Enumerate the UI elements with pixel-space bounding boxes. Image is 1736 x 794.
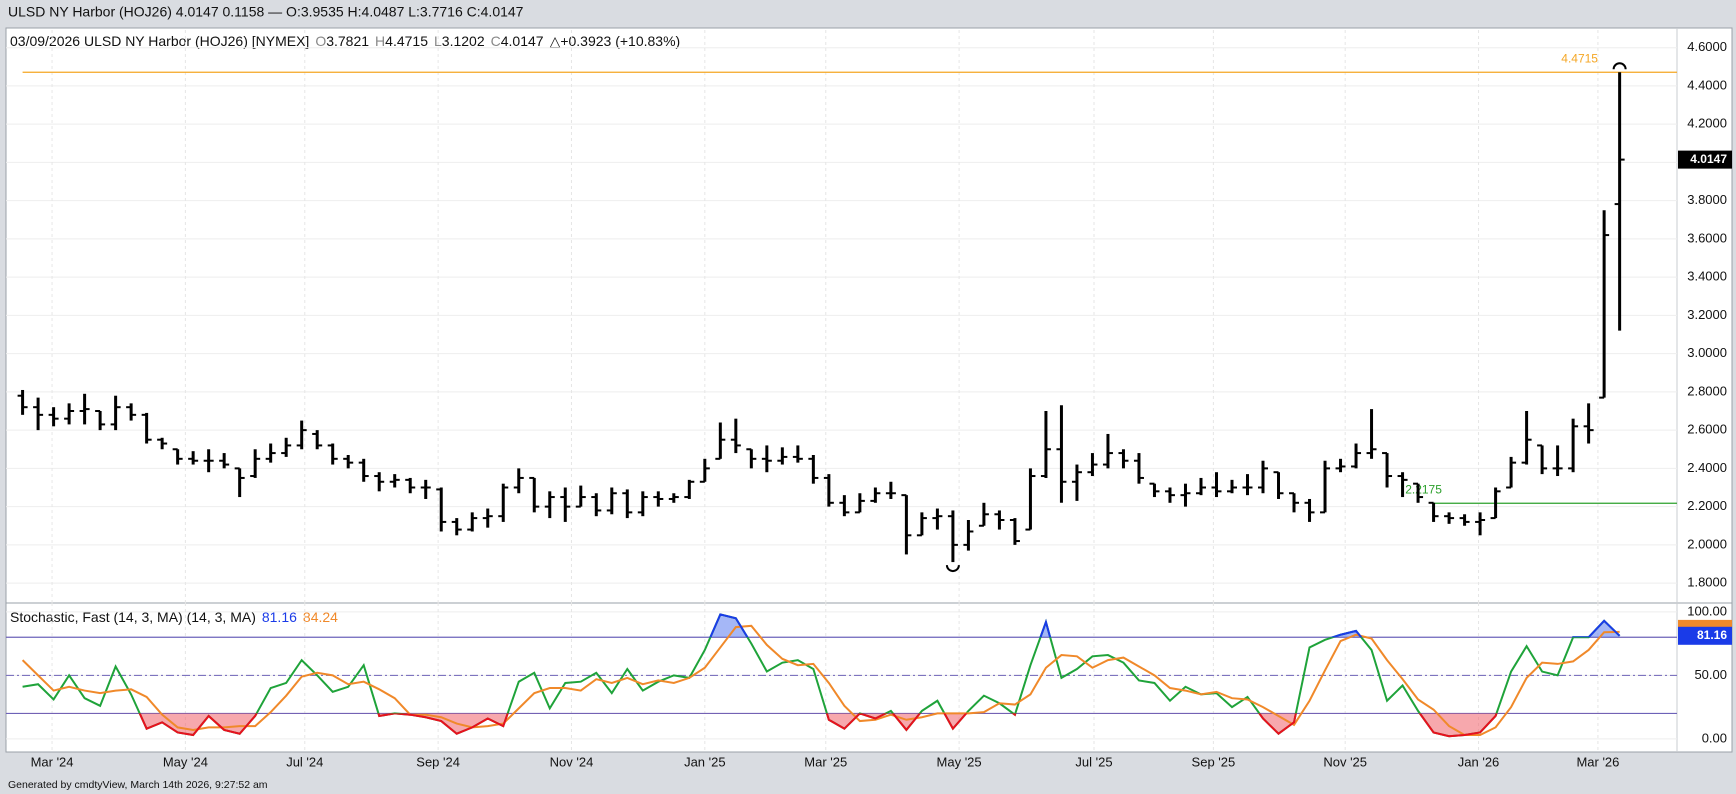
y-tick-label: 100.00 [1687, 603, 1727, 618]
x-tick-label: May '24 [163, 754, 208, 769]
y-tick-label: 0.00 [1702, 730, 1727, 745]
x-tick-label: Jan '25 [684, 754, 726, 769]
stoch-legend: Stochastic, Fast (14, 3, MA) (14, 3, MA)… [10, 609, 338, 625]
x-tick-label: May '25 [937, 754, 982, 769]
x-tick-label: Sep '24 [416, 754, 460, 769]
price-legend: 03/09/2026 ULSD NY Harbor (HOJ26) [NYMEX… [10, 33, 680, 49]
stoch-k-value: 81.16 [262, 609, 297, 625]
y-tick-label: 4.2000 [1687, 116, 1727, 131]
chart-frame [5, 27, 1733, 753]
stoch-k-label: 81.16 [1697, 628, 1727, 642]
x-tick-label: Mar '26 [1576, 754, 1619, 769]
stoch-title: Stochastic, Fast (14, 3, MA) (14, 3, MA) [10, 609, 256, 625]
legend-low: 3.1202 [442, 33, 485, 49]
header-title: ULSD NY Harbor (HOJ26) 4.0147 0.1158 — O… [8, 4, 524, 20]
y-tick-label: 4.6000 [1687, 39, 1727, 54]
legend-letter: O [315, 33, 326, 49]
overbought-edge [709, 613, 1621, 638]
annotation-label: 2.2175 [1405, 482, 1442, 496]
y-tick-label: 50.00 [1694, 667, 1727, 682]
y-tick-label: 3.2000 [1687, 307, 1727, 322]
y-tick-label: 3.6000 [1687, 230, 1727, 245]
legend-open: 3.7821 [326, 33, 369, 49]
y-tick-label: 2.4000 [1687, 460, 1727, 475]
stoch-k-box [1678, 626, 1732, 645]
x-tick-label: Mar '24 [31, 754, 74, 769]
annotation-label: 4.4715 [1561, 51, 1598, 65]
stoch-d-value: 84.24 [303, 609, 338, 625]
x-tick-label: Nov '25 [1323, 754, 1367, 769]
legend-letter: H [375, 33, 385, 49]
x-tick-label: Nov '24 [550, 754, 594, 769]
legend-high: 4.4715 [385, 33, 428, 49]
stoch-line [21, 624, 1620, 737]
last-price-box [1678, 150, 1732, 169]
footer: Generated by cmdtyView, March 14th 2026,… [8, 779, 268, 791]
y-tick-label: 2.6000 [1687, 422, 1727, 437]
low-marker [945, 564, 960, 573]
legend-change: △+0.3923 (+10.83%) [550, 33, 681, 49]
x-tick-label: Jul '24 [286, 754, 323, 769]
y-tick-label: 3.4000 [1687, 269, 1727, 284]
y-tick-label: 2.2000 [1687, 498, 1727, 513]
x-tick-label: Jul '25 [1075, 754, 1112, 769]
y-tick-label: 1.8000 [1687, 575, 1727, 590]
legend-close: 4.0147 [501, 33, 544, 49]
y-tick-label: 2.0000 [1687, 536, 1727, 551]
high-marker [1612, 62, 1627, 70]
last-price-label: 4.0147 [1690, 152, 1727, 166]
x-tick-label: Jan '26 [1458, 754, 1500, 769]
legend-letter: L [434, 33, 442, 49]
y-tick-label: 3.8000 [1687, 192, 1727, 207]
oversold-fill [22, 713, 1620, 737]
y-tick-label: 4.4000 [1687, 77, 1727, 92]
legend-letter: C [491, 33, 501, 49]
x-tick-label: Sep '25 [1192, 754, 1236, 769]
y-tick-label: 2.8000 [1687, 383, 1727, 398]
legend-label: 03/09/2026 ULSD NY Harbor (HOJ26) [NYMEX… [10, 33, 309, 49]
x-tick-label: Mar '25 [804, 754, 847, 769]
y-tick-label: 3.0000 [1687, 345, 1727, 360]
